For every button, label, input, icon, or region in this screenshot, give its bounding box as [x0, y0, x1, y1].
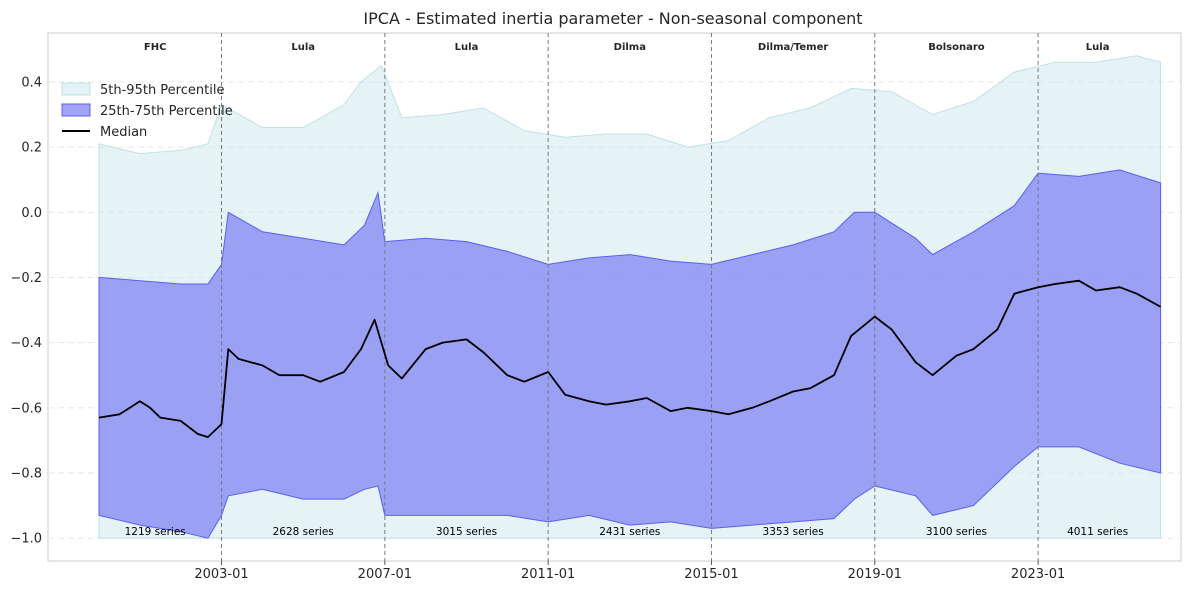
legend-swatch-5-95	[61, 82, 91, 96]
y-tick-label: −0.4	[10, 336, 42, 351]
x-tick-label: 2007-01	[358, 567, 412, 582]
x-tick-label: 2019-01	[848, 567, 902, 582]
y-tick-label: −1.0	[10, 532, 42, 547]
x-tick-label: 2003-01	[194, 567, 248, 582]
period-label: Bolsonaro	[928, 42, 985, 53]
x-tick-label: 2015-01	[684, 567, 738, 582]
bands	[98, 55, 1162, 539]
period-series-count: 3353 series	[763, 526, 824, 538]
period-series-count: 2431 series	[599, 526, 660, 538]
period-lines: FHC 1219 series Lula 2628 series Lula 3015 se…	[125, 33, 1128, 561]
legend-label-25-75: 25th-75th Percentile	[100, 104, 233, 119]
period-label: Lula	[1086, 42, 1110, 53]
period-series-count: 4011 series	[1067, 526, 1128, 538]
x-tick-label: 2023-01	[1011, 567, 1065, 582]
y-axis: 0.4 0.2 0.0 −0.2 −0.4 −0.6 −0.8 −1.0	[10, 75, 42, 546]
legend-label-median: Median	[100, 125, 147, 140]
legend: 5th-95th Percentile 25th-75th Percentile M…	[61, 82, 233, 140]
legend-swatch-25-75	[61, 103, 91, 117]
x-tick-label: 2011-01	[521, 567, 575, 582]
legend-label-5-95: 5th-95th Percentile	[100, 83, 224, 98]
chart-title: IPCA - Estimated inertia parameter - Non…	[363, 9, 862, 28]
y-tick-label: −0.2	[10, 271, 42, 286]
y-tick-label: 0.4	[21, 75, 42, 90]
period-label: Lula	[291, 42, 315, 53]
period-label: FHC	[144, 42, 167, 53]
period-series-count: 3015 series	[436, 526, 497, 538]
period-series-count: 1219 series	[125, 526, 186, 538]
y-tick-label: −0.6	[10, 401, 42, 416]
period-label: Lula	[455, 42, 479, 53]
band-25-75-percentile	[98, 169, 1162, 539]
x-axis: 2003-01 2007-01 2011-01 2015-01 2019-01 2023-…	[194, 561, 1065, 582]
median-line	[98, 279, 1162, 438]
period-series-count: 2628 series	[273, 526, 334, 538]
median-line-group	[98, 279, 1162, 438]
y-tick-label: 0.2	[21, 141, 42, 156]
y-tick-label: 0.0	[21, 206, 42, 221]
period-label: Dilma/Temer	[758, 42, 828, 53]
period-series-count: 3100 series	[926, 526, 987, 538]
period-label: Dilma	[614, 42, 646, 53]
y-tick-label: −0.8	[10, 467, 42, 482]
